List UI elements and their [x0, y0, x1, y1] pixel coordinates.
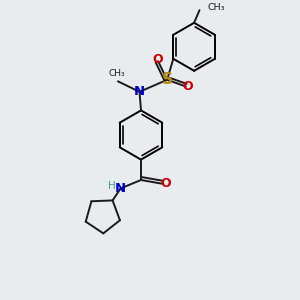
- Text: O: O: [160, 177, 171, 190]
- Text: CH₃: CH₃: [108, 69, 125, 78]
- Text: O: O: [183, 80, 194, 93]
- Text: N: N: [115, 182, 126, 195]
- Text: S: S: [162, 72, 172, 87]
- Text: H: H: [108, 181, 116, 191]
- Text: N: N: [134, 85, 145, 98]
- Text: CH₃: CH₃: [207, 3, 224, 12]
- Text: O: O: [153, 53, 164, 66]
